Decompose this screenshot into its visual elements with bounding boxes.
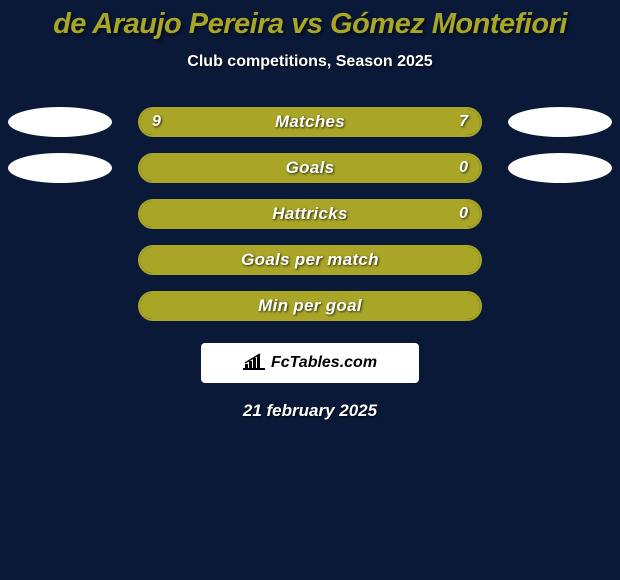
player-pill-left: [8, 153, 112, 183]
stat-rows: Matches97Goals0Hattricks0Goals per match…: [0, 107, 620, 321]
stat-label: Goals per match: [140, 250, 480, 270]
stat-label: Min per goal: [140, 296, 480, 316]
stat-label: Matches: [140, 112, 480, 132]
stat-bar: Hattricks0: [138, 199, 482, 229]
bar-chart-icon: [243, 352, 265, 375]
stat-row: Goals per match: [0, 245, 620, 275]
player-pill-right: [508, 107, 612, 137]
stat-bar: Goals per match: [138, 245, 482, 275]
comparison-infographic: de Araujo Pereira vs Gómez Montefiori Cl…: [0, 0, 620, 580]
stat-label: Goals: [140, 158, 480, 178]
stat-value-right: 7: [459, 113, 468, 131]
player-pill-right: [508, 153, 612, 183]
stat-value-right: 0: [459, 159, 468, 177]
source-text: FcTables.com: [271, 354, 377, 372]
date-text: 21 february 2025: [0, 401, 620, 421]
stat-label: Hattricks: [140, 204, 480, 224]
stat-bar: Min per goal: [138, 291, 482, 321]
stat-value-right: 0: [459, 205, 468, 223]
stat-bar: Goals0: [138, 153, 482, 183]
stat-row: Matches9 7: [0, 107, 620, 137]
stat-row: Hattricks0: [0, 199, 620, 229]
page-title: de Araujo Pereira vs Gómez Montefiori: [0, 0, 620, 41]
source-box: FcTables.com: [201, 343, 419, 383]
stat-value-left: 9: [152, 113, 161, 131]
stat-bar: Matches9 7: [138, 107, 482, 137]
player-pill-left: [8, 107, 112, 137]
subtitle: Club competitions, Season 2025: [0, 53, 620, 71]
stat-row: Goals0: [0, 153, 620, 183]
stat-row: Min per goal: [0, 291, 620, 321]
